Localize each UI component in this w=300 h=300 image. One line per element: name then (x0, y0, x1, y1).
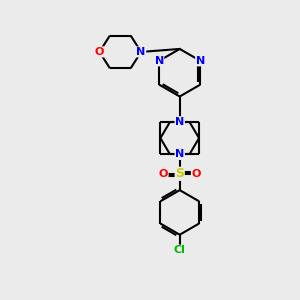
Text: S: S (175, 167, 184, 180)
Text: N: N (154, 56, 164, 66)
Text: O: O (159, 169, 168, 179)
Text: Cl: Cl (174, 245, 186, 255)
Text: N: N (175, 117, 184, 127)
Text: N: N (196, 56, 205, 66)
Text: N: N (136, 47, 146, 57)
Text: N: N (175, 149, 184, 160)
Text: O: O (191, 169, 201, 179)
Text: O: O (95, 47, 104, 57)
